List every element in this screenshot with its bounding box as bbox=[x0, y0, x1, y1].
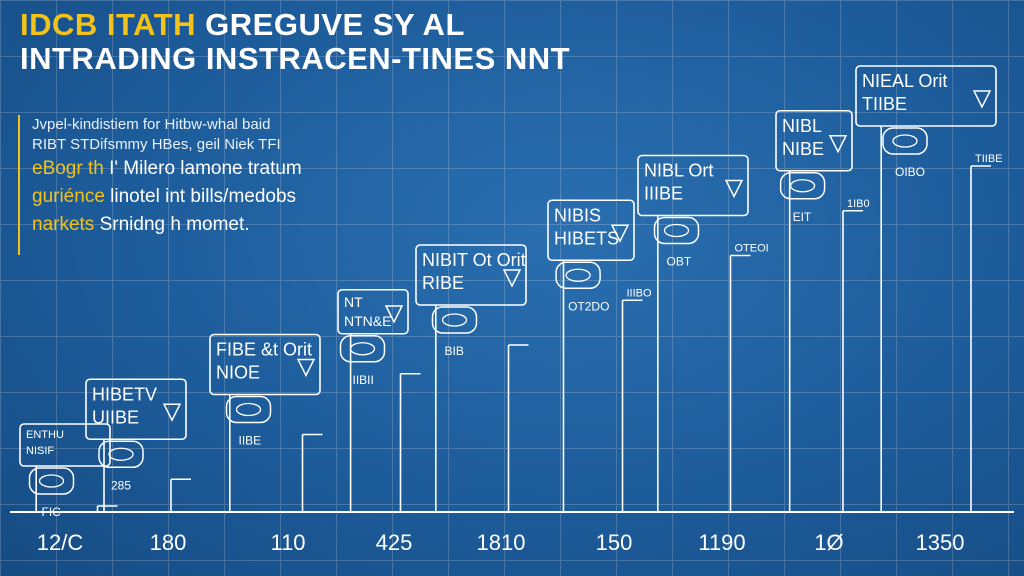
coin-icon bbox=[349, 342, 376, 356]
callout-tag: OT2DO bbox=[568, 299, 609, 313]
x-tick-label: 180 bbox=[149, 530, 187, 555]
callout-tag: EIT bbox=[793, 210, 812, 224]
coin-bubble-icon bbox=[339, 335, 386, 363]
callout-tag: 285 bbox=[111, 478, 131, 492]
x-tick-label: 425 bbox=[375, 530, 413, 555]
description-keyword: eBogr th bbox=[32, 158, 104, 179]
title-line-1: IDCB ITATH GREGUVE SY AL bbox=[20, 8, 570, 42]
callout-label: HIBETS bbox=[554, 228, 619, 248]
callout-tag: BIB bbox=[445, 344, 464, 358]
title-main: GREGUVE SY AL bbox=[196, 7, 465, 42]
callout-box bbox=[85, 378, 187, 441]
coin-bubble-icon bbox=[555, 261, 601, 289]
callout-tag: IIBII bbox=[353, 373, 374, 387]
trend-arrow-icon bbox=[162, 403, 182, 422]
title-line-2: INTRADING INSTRACEN-TINES NNT bbox=[20, 41, 571, 76]
coin-bubble-icon bbox=[779, 172, 826, 200]
callout-label: NISIF bbox=[26, 445, 54, 457]
x-tick-label: 12/C bbox=[36, 530, 84, 555]
callout-label: NIBIS bbox=[554, 205, 601, 225]
bar-tag: 1IB0 bbox=[847, 198, 870, 210]
callout-tag: OIBO bbox=[895, 165, 925, 179]
coin-bubble-icon bbox=[225, 395, 272, 424]
coin-bubble-icon bbox=[882, 127, 928, 155]
callout-box bbox=[19, 423, 111, 467]
callout-box bbox=[209, 333, 321, 396]
title-highlight: IDCB ITATH bbox=[20, 7, 197, 42]
coin-icon bbox=[663, 223, 690, 238]
bar-tag: IIIBO bbox=[627, 287, 653, 299]
callout-box bbox=[337, 288, 409, 335]
callout-label: NIEAL Orit bbox=[862, 71, 947, 91]
description-keyword: narkets bbox=[32, 214, 95, 235]
coin-bubble-icon bbox=[431, 306, 478, 334]
callout-tag: OBT bbox=[667, 255, 692, 269]
description-line-3: eBogr th I' Milero lamone tratum bbox=[32, 155, 336, 183]
description-line-2: RIBT STDifsmmy HBes, geil Niek TFI bbox=[32, 136, 281, 153]
callout-box bbox=[547, 199, 635, 262]
coin-bubble-icon bbox=[653, 216, 700, 245]
callout-label: IIIBE bbox=[644, 184, 683, 204]
callout-label: FIBE &t Orit bbox=[216, 340, 312, 360]
coin-icon bbox=[441, 313, 468, 327]
callout-label: NIBL bbox=[782, 116, 822, 136]
callout-box bbox=[775, 109, 853, 172]
coin-bubble-icon bbox=[28, 467, 75, 495]
callout-tag: FIC bbox=[42, 505, 62, 519]
description-line-1: Jvpel-kindistiem for Hitbw-whal baid bbox=[32, 116, 271, 133]
description-text: Srnidng h momet. bbox=[94, 214, 250, 235]
x-tick-label: 110 bbox=[270, 530, 306, 555]
coin-icon bbox=[789, 179, 816, 193]
trend-arrow-icon bbox=[384, 305, 404, 324]
description-panel: Jvpel-kindistiem for Hitbw-whal baid RIB… bbox=[18, 115, 336, 255]
bar-tag: TIIBE bbox=[975, 153, 1003, 165]
callout-tag: IIBE bbox=[239, 434, 262, 448]
trend-arrow-icon bbox=[502, 269, 522, 288]
x-tick-label: 1810 bbox=[476, 530, 526, 555]
trend-arrow-icon bbox=[972, 90, 992, 109]
callout-label: NTN&E bbox=[344, 313, 391, 329]
callout-label: NIBL Ort bbox=[644, 161, 713, 181]
trend-arrow-icon bbox=[828, 135, 848, 154]
callout-box bbox=[855, 65, 997, 127]
chart-title: IDCB ITATH GREGUVE SY AL INTRADING INSTR… bbox=[20, 8, 570, 76]
coin-icon bbox=[565, 268, 591, 282]
x-tick-label: 150 bbox=[595, 530, 633, 555]
x-tick-label: 1Ø bbox=[814, 530, 844, 555]
coin-bubble-icon bbox=[98, 440, 144, 468]
description-text: linotel int bills/medobs bbox=[104, 186, 297, 207]
x-tick-label: 1350 bbox=[915, 530, 965, 555]
callout-label: NT bbox=[344, 294, 363, 310]
trend-arrow-icon bbox=[724, 179, 744, 199]
description-keyword: guriénce bbox=[32, 186, 105, 207]
trend-arrow-icon bbox=[296, 358, 316, 378]
callout-label: UIIBE bbox=[92, 407, 139, 427]
callout-label: NIOE bbox=[216, 363, 260, 383]
callout-label: ENTHU bbox=[26, 429, 64, 441]
callout-label: NIBIT Ot Orit bbox=[422, 250, 526, 270]
callout-box bbox=[637, 154, 749, 217]
callout-label: HIBETV bbox=[92, 384, 157, 404]
bar-tag: OTEOI bbox=[735, 243, 769, 255]
description-text: I' Milero lamone tratum bbox=[103, 158, 302, 179]
callout-label: NIBE bbox=[782, 139, 824, 159]
coin-icon bbox=[108, 447, 134, 461]
trend-arrow-icon bbox=[610, 224, 630, 243]
coin-icon bbox=[235, 402, 262, 417]
description-line-5: narkets Srnidng h momet. bbox=[32, 211, 336, 239]
x-tick-label: 1190 bbox=[698, 530, 746, 555]
coin-icon bbox=[38, 474, 65, 488]
description-line-4: guriénce linotel int bills/medobs bbox=[32, 183, 336, 211]
callout-label: TIIBE bbox=[862, 94, 907, 114]
callout-label: RIBE bbox=[422, 273, 464, 293]
coin-icon bbox=[892, 134, 918, 148]
callout-box bbox=[415, 244, 527, 306]
